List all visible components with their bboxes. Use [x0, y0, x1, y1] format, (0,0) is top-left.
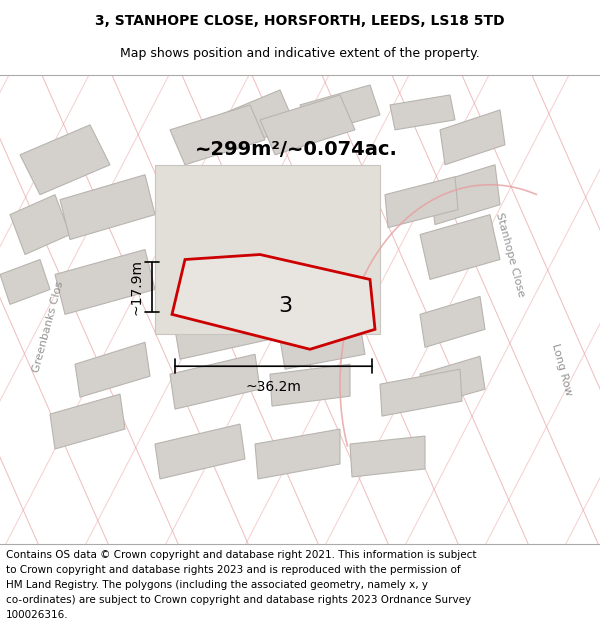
Text: ~299m²/~0.074ac.: ~299m²/~0.074ac.	[195, 140, 398, 159]
Polygon shape	[155, 424, 245, 479]
Polygon shape	[220, 90, 295, 150]
Text: 3: 3	[278, 296, 292, 316]
Polygon shape	[280, 324, 365, 369]
Text: co-ordinates) are subject to Crown copyright and database rights 2023 Ordnance S: co-ordinates) are subject to Crown copyr…	[6, 596, 471, 606]
Polygon shape	[175, 309, 270, 359]
Polygon shape	[50, 394, 125, 449]
Polygon shape	[0, 259, 50, 304]
Polygon shape	[420, 296, 485, 348]
Text: Contains OS data © Crown copyright and database right 2021. This information is : Contains OS data © Crown copyright and d…	[6, 550, 476, 560]
Polygon shape	[440, 110, 505, 165]
Text: Stanhope Close: Stanhope Close	[494, 211, 526, 298]
Polygon shape	[380, 369, 462, 416]
Text: 3, STANHOPE CLOSE, HORSFORTH, LEEDS, LS18 5TD: 3, STANHOPE CLOSE, HORSFORTH, LEEDS, LS1…	[95, 14, 505, 28]
Polygon shape	[270, 364, 350, 406]
Text: to Crown copyright and database rights 2023 and is reproduced with the permissio: to Crown copyright and database rights 2…	[6, 565, 461, 575]
Text: HM Land Registry. The polygons (including the associated geometry, namely x, y: HM Land Registry. The polygons (includin…	[6, 580, 428, 590]
Polygon shape	[390, 95, 455, 130]
Text: ~36.2m: ~36.2m	[245, 380, 301, 394]
Polygon shape	[60, 175, 155, 239]
Polygon shape	[55, 249, 155, 314]
Text: ~17.9m: ~17.9m	[130, 259, 144, 315]
Polygon shape	[75, 342, 150, 397]
Polygon shape	[260, 95, 355, 155]
Text: Greenbanks Clos: Greenbanks Clos	[31, 279, 65, 373]
Polygon shape	[350, 436, 425, 477]
Polygon shape	[430, 165, 500, 224]
Polygon shape	[385, 177, 458, 227]
Text: Map shows position and indicative extent of the property.: Map shows position and indicative extent…	[120, 48, 480, 61]
Polygon shape	[300, 85, 380, 135]
Polygon shape	[255, 429, 340, 479]
Text: 100026316.: 100026316.	[6, 611, 68, 621]
Polygon shape	[420, 356, 485, 406]
Text: Long Row: Long Row	[550, 342, 574, 396]
Polygon shape	[10, 194, 70, 254]
Polygon shape	[420, 214, 500, 279]
Polygon shape	[20, 125, 110, 194]
Polygon shape	[170, 354, 260, 409]
Polygon shape	[170, 105, 265, 165]
Polygon shape	[155, 165, 380, 334]
Polygon shape	[172, 254, 375, 349]
